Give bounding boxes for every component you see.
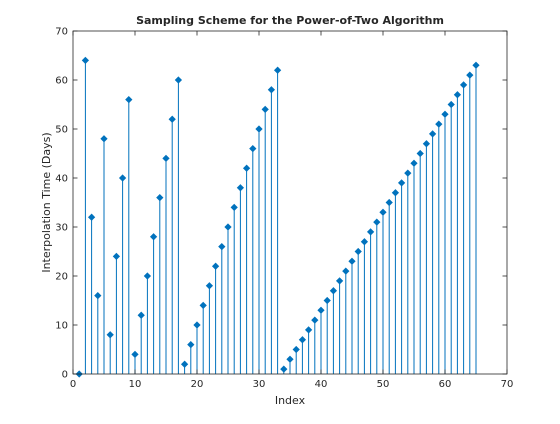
stem-marker (397, 179, 406, 187)
stem-marker (435, 120, 443, 128)
stem-marker (81, 56, 90, 65)
x-tick-label: 50 (377, 379, 390, 390)
y-tick-label: 40 (55, 174, 68, 185)
stem-marker (211, 262, 220, 270)
y-axis: 0 10 20 30 40 50 60 70 (55, 27, 507, 381)
stem-marker (447, 100, 455, 109)
stem-marker (106, 331, 114, 339)
stem-marker (416, 149, 424, 158)
stem-marker (360, 238, 369, 246)
stem-marker (422, 140, 431, 148)
stem-marker (404, 169, 412, 177)
stem-marker (453, 91, 462, 99)
stem-marker (292, 345, 300, 354)
stem-marker (87, 213, 96, 221)
stem-marker (118, 174, 127, 182)
stem-marker (156, 193, 164, 202)
stem-marker (329, 287, 338, 295)
stem-marker (385, 198, 393, 207)
stem-marker (149, 233, 158, 241)
stem-marker (112, 252, 121, 261)
stem-marker (348, 257, 356, 265)
stem-marker (218, 242, 226, 251)
stem-marker (205, 282, 214, 290)
stem-marker (335, 277, 344, 285)
stem-marker (249, 144, 257, 153)
y-tick-label: 20 (55, 272, 68, 283)
stem-marker (280, 365, 288, 373)
y-tick-label: 30 (55, 223, 68, 234)
y-tick-label: 50 (55, 125, 68, 136)
stem-marker (174, 76, 183, 84)
axes-box (72, 30, 508, 375)
stem-marker (143, 272, 152, 280)
stem-marker (261, 105, 269, 114)
stem-marker (125, 95, 133, 104)
chart-title: Sampling Scheme for the Power-of-Two Alg… (136, 14, 444, 27)
stem-marker (472, 61, 480, 69)
stem-marker (391, 189, 400, 197)
stem-marker (410, 159, 418, 167)
stem-marker (236, 184, 245, 192)
stem-marker (373, 218, 381, 226)
stem-marker (317, 306, 325, 314)
stem-marker (199, 301, 207, 310)
stem-marker (131, 350, 139, 359)
stem-marker (187, 340, 195, 349)
x-tick-label: 20 (191, 379, 204, 390)
x-axis: 0 10 20 30 40 50 60 70 (70, 31, 514, 390)
y-tick-label: 10 (55, 321, 68, 332)
stem-marker (304, 326, 313, 334)
x-tick-label: 10 (129, 379, 142, 390)
stem-marker (286, 355, 294, 363)
x-tick-label: 0 (70, 379, 76, 390)
stem-marker (193, 321, 201, 329)
stem-marker (441, 110, 449, 118)
stem-marker (311, 316, 319, 324)
stem-marker (354, 247, 362, 256)
stem-marker (267, 86, 276, 94)
stem-marker (230, 203, 238, 212)
x-axis-label: Index (275, 394, 306, 407)
stems-group (84, 60, 477, 374)
x-tick-label: 40 (315, 379, 328, 390)
stem-marker (466, 71, 474, 79)
y-tick-label: 70 (55, 27, 68, 38)
stem-marker (379, 208, 387, 216)
y-tick-label: 0 (62, 370, 68, 381)
x-tick-label: 30 (253, 379, 266, 390)
stem-marker (168, 115, 176, 123)
y-axis-label: Interpolation Time (Days) (40, 132, 53, 272)
stem-marker (255, 125, 263, 133)
stem-marker (323, 296, 331, 305)
stem-marker (459, 81, 468, 89)
x-tick-label: 60 (439, 379, 452, 390)
markers-group (75, 56, 480, 378)
stem-marker (100, 135, 108, 143)
stem-marker (342, 267, 350, 275)
stem-marker (298, 336, 307, 344)
stem-marker (180, 360, 189, 368)
stem-marker (242, 164, 251, 172)
stem-marker (273, 66, 282, 74)
stem-marker (162, 154, 170, 163)
stem-marker (224, 223, 232, 231)
y-tick-label: 60 (55, 76, 68, 87)
stem-marker (94, 291, 102, 300)
stem-marker (137, 311, 145, 319)
stem-marker (366, 228, 375, 236)
stem-marker (428, 130, 437, 138)
x-tick-label: 70 (501, 379, 514, 390)
